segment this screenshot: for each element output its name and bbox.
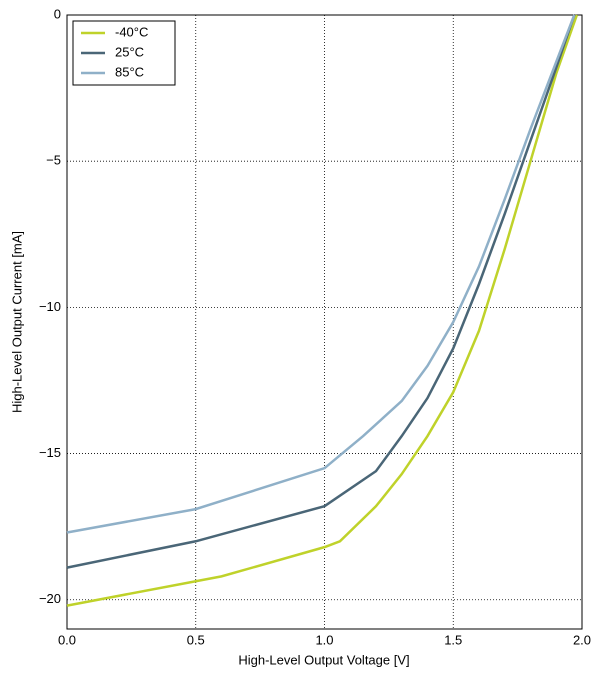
- line: [66, 14, 576, 534]
- x-tick-label: 2.0: [573, 632, 591, 647]
- line: [66, 14, 579, 607]
- y-tick-label: 0: [54, 6, 61, 21]
- y-tick-label: −15: [39, 445, 61, 460]
- x-tick-label: 0.5: [187, 632, 205, 647]
- legend-label: 25°C: [115, 44, 144, 59]
- x-tick-label: 0.0: [58, 632, 76, 647]
- legend-label: 85°C: [115, 64, 144, 79]
- legend-label: -40°C: [115, 24, 148, 39]
- plot-frame: [66, 14, 583, 630]
- y-axis-label: High-Level Output Current [mA]: [9, 231, 24, 413]
- y-tick-label: −20: [39, 591, 61, 606]
- y-tick-label: −5: [46, 153, 61, 168]
- y-tick-label: −10: [39, 299, 61, 314]
- x-tick-label: 1.5: [444, 632, 462, 647]
- x-axis-label: High-Level Output Voltage [V]: [238, 652, 409, 667]
- line: [66, 14, 576, 569]
- x-tick-label: 1.0: [315, 632, 333, 647]
